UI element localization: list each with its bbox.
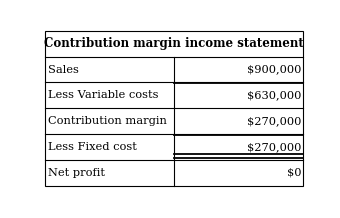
Text: Contribution margin: Contribution margin: [48, 116, 167, 126]
Text: $900,000: $900,000: [247, 65, 301, 75]
Text: $630,000: $630,000: [247, 90, 301, 100]
Text: Less Fixed cost: Less Fixed cost: [48, 142, 137, 152]
Text: $0: $0: [287, 168, 301, 178]
Text: Contribution margin income statement: Contribution margin income statement: [45, 37, 304, 50]
Text: Net profit: Net profit: [48, 168, 105, 178]
Text: $270,000: $270,000: [247, 142, 301, 152]
Text: Sales: Sales: [48, 65, 79, 75]
Text: $270,000: $270,000: [247, 116, 301, 126]
Text: Less Variable costs: Less Variable costs: [48, 90, 159, 100]
